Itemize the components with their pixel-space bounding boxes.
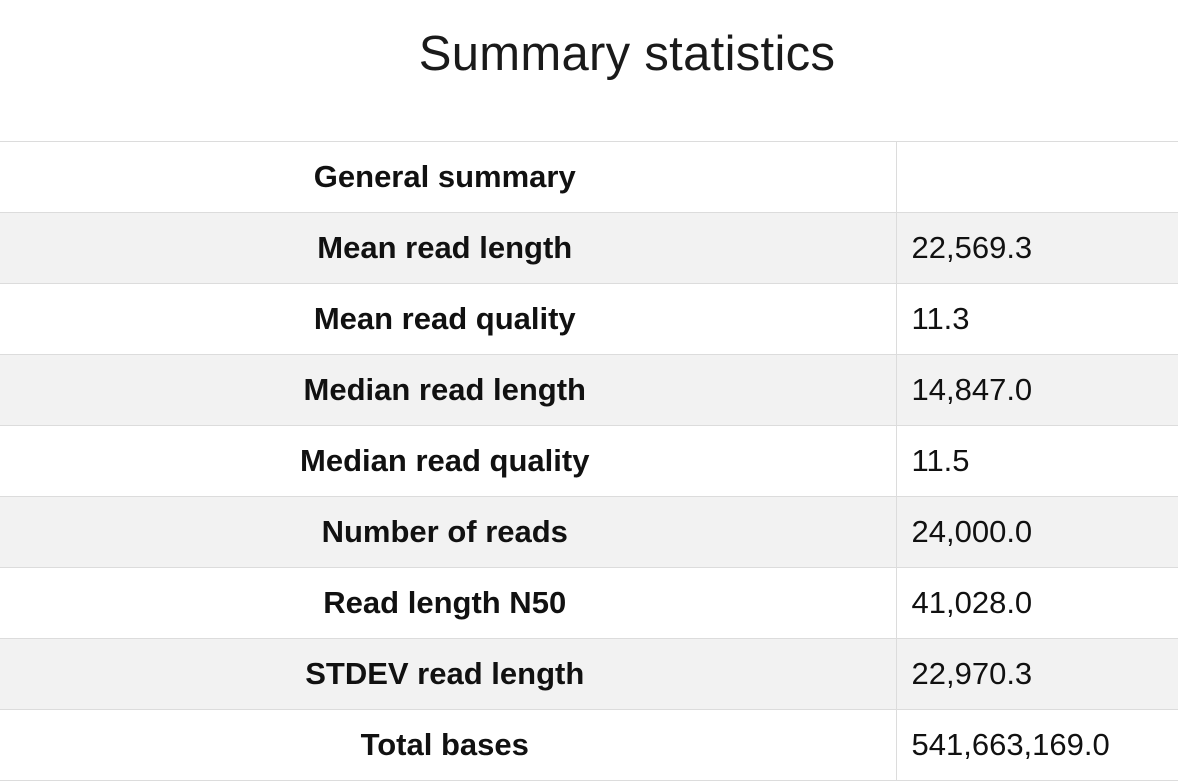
- row-label: Read length N50: [0, 567, 896, 639]
- row-label: Median read quality: [0, 425, 896, 497]
- table-row: Median read length 14,847.0: [0, 354, 1178, 426]
- row-value: 22,569.3: [895, 212, 1178, 284]
- table-header-row: General summary: [0, 141, 1178, 213]
- row-value: 11.5: [895, 425, 1178, 497]
- table-row: Total bases 541,663,169.0: [0, 709, 1178, 781]
- table-row: Mean read quality 11.3: [0, 283, 1178, 355]
- summary-table: General summary Mean read length 22,569.…: [0, 141, 1178, 781]
- row-value: 22,970.3: [895, 638, 1178, 710]
- table-row: Mean read length 22,569.3: [0, 212, 1178, 284]
- row-label: STDEV read length: [0, 638, 896, 710]
- table-row: STDEV read length 22,970.3: [0, 638, 1178, 710]
- row-label: Median read length: [0, 354, 896, 426]
- page-title: Summary statistics: [418, 27, 836, 81]
- row-label: Total bases: [0, 709, 896, 781]
- row-value: 541,663,169.0: [895, 709, 1178, 781]
- row-label: Mean read quality: [0, 283, 896, 355]
- table-row: Median read quality 11.5: [0, 425, 1178, 497]
- row-label: Number of reads: [0, 496, 896, 568]
- row-value: 11.3: [895, 283, 1178, 355]
- row-value: 14,847.0: [895, 354, 1178, 426]
- section-value: [895, 141, 1178, 213]
- table-row: Number of reads 24,000.0: [0, 496, 1178, 568]
- table-row: Read length N50 41,028.0: [0, 567, 1178, 639]
- row-label: Mean read length: [0, 212, 896, 284]
- section-label: General summary: [0, 141, 896, 213]
- row-value: 41,028.0: [895, 567, 1178, 639]
- row-value: 24,000.0: [895, 496, 1178, 568]
